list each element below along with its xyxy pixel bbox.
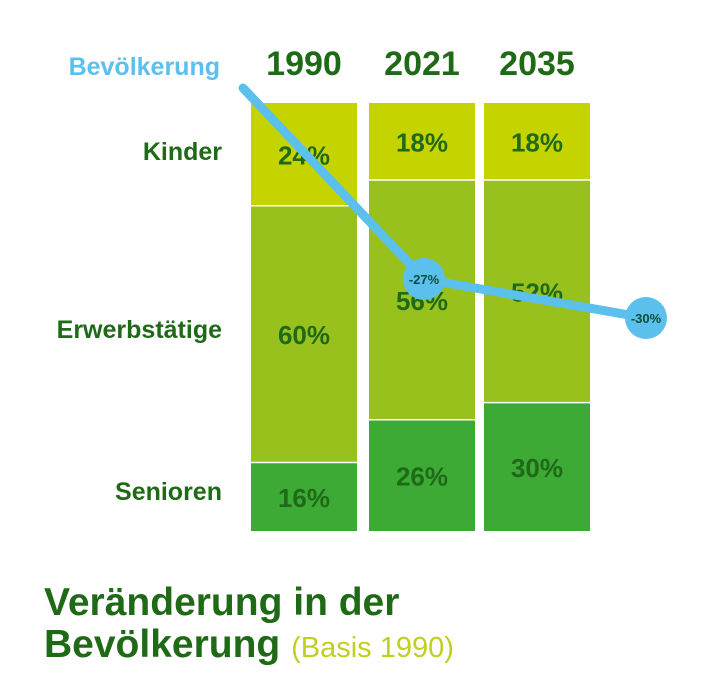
legend-label-erwerbstätige: Erwerbstätige	[57, 316, 222, 344]
bar-segment-senioren-1990	[251, 462, 357, 531]
bar-layer: 24%60%16%18%56%26%18%52%30%	[251, 103, 590, 531]
population-line-layer: Bevölkerung -27% -30%	[69, 53, 667, 339]
data-label-kinder-2021: 18%	[396, 128, 448, 158]
data-label-senioren-2035: 30%	[511, 453, 563, 483]
data-label-senioren-1990: 16%	[278, 483, 330, 513]
year-labels: 1990 2021 2035	[266, 45, 575, 83]
population-structure-chart: 24%60%16%18%56%26%18%52%30% 1990 2021 2035…	[57, 45, 667, 531]
line-point-label-2021: -27%	[409, 272, 440, 287]
bar-segment-kinder-2035	[484, 103, 590, 181]
bar-segment-senioren-2035	[484, 402, 590, 531]
year-label-1990: 1990	[266, 45, 342, 83]
data-label-senioren-2021: 26%	[396, 461, 448, 491]
year-label-2021: 2021	[384, 45, 460, 83]
chart-title: Veränderung in der Bevölkerung (Basis 19…	[44, 582, 454, 669]
data-label-erwerbstätige-1990: 60%	[278, 320, 330, 350]
line-point-2035	[625, 297, 667, 339]
title-line-1: Veränderung in der	[44, 581, 400, 624]
data-label-kinder-2035: 18%	[511, 128, 563, 158]
legend-label-kinder: Kinder	[143, 138, 222, 166]
legend-label-senioren: Senioren	[115, 478, 222, 506]
bar-segment-kinder-2021	[369, 103, 475, 181]
legend: Kinder Erwerbstätige Senioren	[57, 138, 223, 506]
line-point-2021	[403, 258, 445, 300]
title-line-2-main: Bevölkerung	[44, 623, 281, 666]
title-line-2: Bevölkerung (Basis 1990)	[44, 624, 454, 669]
bar-segment-erwerbstätige-1990	[251, 205, 357, 463]
year-label-2035: 2035	[499, 45, 575, 83]
line-point-label-2035: -30%	[631, 311, 662, 326]
bar-segment-senioren-2021	[369, 419, 475, 531]
title-basis-note: (Basis 1990)	[291, 632, 454, 664]
line-series-label: Bevölkerung	[69, 53, 220, 81]
